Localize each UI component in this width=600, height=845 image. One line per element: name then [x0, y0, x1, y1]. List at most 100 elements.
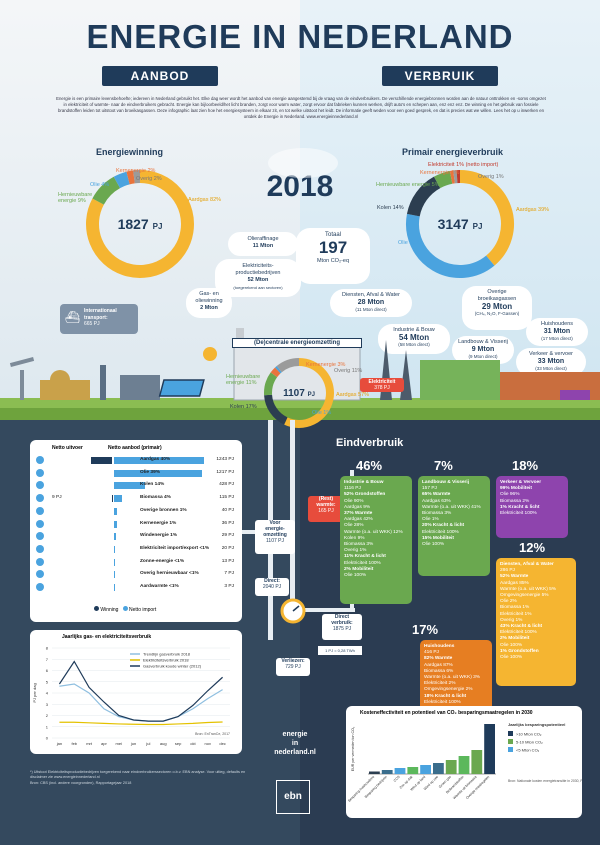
tile-line: Olie 100%	[500, 642, 523, 648]
legend-label: >10 Mton CO₂	[516, 732, 542, 737]
ver-label-kolen: Kolen 14%	[377, 205, 404, 211]
table-row: Overige bronnen 1% 40 PJ	[30, 506, 242, 517]
eind-tile-diensten: Diensten, Afval & Water 286 PJ 52% Warmte A…	[496, 558, 576, 686]
bar	[369, 771, 380, 774]
eind-tile-landbouw: Landbouw & Visserij 157 PJ 65% Warmte Aardg…	[418, 476, 490, 576]
tile-total: 1116 PJ	[344, 486, 361, 492]
central-donut	[264, 358, 334, 428]
bar-chart-title: Kosteneffectiviteit en potentieel van CO…	[360, 710, 533, 716]
source-label: Biomassa 4%	[140, 495, 171, 501]
tile-line: Overig 1%	[500, 617, 523, 623]
legend-swatch	[508, 739, 513, 744]
line-chart-title: Jaarlijks gas- en elektriciteitsverbruik	[62, 634, 152, 640]
table-rows: 445 PJ Aardgas 40% 1243 PJ Olie 39% 1217 PJ K…	[30, 455, 242, 595]
donut-slice	[276, 358, 300, 373]
tile-line: Omgevingsenergie 5%	[500, 593, 549, 599]
source-label: Elektriciteit import/export <1%	[140, 545, 210, 551]
import-bar	[114, 571, 115, 579]
tile-line: Biomassa 1%	[500, 605, 530, 611]
eind-pct-diensten: 12%	[519, 540, 546, 555]
legend-title: Jaarlijks besparingspotentieel	[508, 722, 565, 727]
tile-line: 2% Mobiliteit	[344, 566, 374, 572]
tile-line: Aardgas 63%	[422, 498, 451, 504]
table-row: Windenergie 1% 29 PJ	[30, 531, 242, 542]
table-legend: Winning Netto import	[94, 606, 156, 613]
x-tick-label: okt	[190, 741, 196, 746]
tile-name: Industrie & Bouw	[344, 480, 384, 485]
site-link[interactable]: energie in nederland.nl	[274, 731, 316, 756]
eind-tile-huishoudens: Huishoudens 416 PJ 82% Warmte Aardgas 87% Bi…	[420, 640, 492, 718]
tile-line: 2% Mobiliteit	[500, 636, 530, 642]
tile-line: 65% Warmte	[422, 492, 451, 498]
elektriciteit-badge: Elektriciteit 378 PJ	[360, 378, 404, 392]
import-value: 36 PJ	[221, 520, 234, 526]
y-axis-label: PJ per dag	[32, 683, 37, 702]
tile-line: 52% Grondstoffen	[344, 492, 386, 498]
eind-title: Eindverbruik	[336, 437, 404, 449]
tile-total: 157 PJ	[422, 486, 437, 492]
eind-pct-industrie: 46%	[356, 458, 383, 473]
central-banner: (De)centrale energieomzetting	[232, 338, 362, 348]
win-label-olie: Olie 4%	[90, 182, 110, 188]
x-tick-label: jun	[130, 741, 136, 746]
verbruik-total: 3147 PJ	[437, 216, 483, 232]
line-chart-panel: Jaarlijks gas- en elektriciteitsverbruik…	[30, 630, 242, 754]
tile-line: Olie 90%	[344, 498, 364, 504]
source-label: Kolen 14%	[140, 482, 165, 488]
flow-direct-verbruik: Direct verbruik: 1875 PJ	[322, 614, 362, 640]
flow-rest-warmte: (Rest) warmte: 165 PJ	[308, 496, 344, 522]
y-tick-label: 6	[46, 668, 49, 673]
tile-line: Omgevingsenergie 2%	[424, 687, 473, 693]
donut-slice	[126, 170, 135, 185]
tile-line: Olie 100%	[344, 573, 367, 579]
source-label: Aardgas 40%	[140, 457, 171, 462]
cen-label-gas: Aardgas 57%	[336, 392, 370, 398]
winning-title: Energiewinning	[96, 147, 164, 157]
ebn-logo: ebn	[276, 780, 310, 814]
legend-label: 5-10 Mton CO₂	[516, 740, 543, 745]
tile-line: Warmte (o.a. uit WKK) 5%	[500, 586, 557, 592]
tile-name: Huishoudens	[424, 644, 455, 649]
source-label: Zonne-energie <1%	[140, 558, 185, 564]
x-tick-label: jan	[56, 741, 62, 746]
chart-source: Bron: Nationale kosten energietransitie …	[508, 779, 582, 783]
ver-label-olie: Olie 39%	[398, 240, 421, 246]
tile-line: Olie 28%	[344, 523, 364, 529]
y-tick-label: 8	[46, 646, 49, 651]
tile-line: Elektriciteit 100%	[422, 529, 459, 535]
legend-label: Gasverbruik koude winter (2012)	[143, 664, 202, 669]
table-head-left: Netto uitvoer	[52, 445, 83, 451]
x-tick-label: apr	[101, 741, 107, 746]
export-value: 445 PJ	[52, 457, 67, 462]
x-tick-label: dec	[219, 741, 225, 746]
donut-slice	[406, 213, 495, 278]
eind-pct-verkeer: 18%	[512, 458, 539, 473]
ver-label-elek: Elektriciteit 1% (netto import)	[428, 162, 499, 168]
x-tick-label: feb	[71, 741, 77, 746]
donut-slice	[284, 358, 334, 428]
tile-name: Diensten, Afval & Water	[500, 562, 554, 567]
legend-label: Trendlijn gasverbruik 2018	[143, 652, 191, 657]
cloud-industrie: Industrie & Bouw 54 Mton (58 Mton direct)	[378, 324, 450, 354]
cloud-overig: Overige broeikasgassen 29 Mton (CH₄, N₂O, F…	[462, 286, 532, 330]
x-tick-label: mei	[116, 741, 123, 746]
ship-icon: ⛴	[65, 310, 81, 324]
wind-icon	[36, 532, 44, 541]
donut-slice	[86, 170, 194, 278]
ver-label-kern: Kernenergie 1%	[420, 170, 460, 176]
electricity-icon	[36, 544, 44, 553]
tile-line: Biomassa 2%	[500, 498, 530, 504]
flow-pipe-eind	[295, 608, 355, 612]
cloud-elektriciteit: Elektriciteits-productiebedrijven 52 Mton…	[215, 259, 301, 297]
international-transport: ⛴ Internationaal transport: 665 PJ	[60, 304, 138, 334]
import-value: 29 PJ	[221, 533, 234, 539]
cen-label-kern: Kernenergie 3%	[306, 362, 346, 368]
cloud-huishoudens: Huishoudens 31 Mton (17 Mton direct)	[526, 318, 588, 346]
cen-label-hern: Hernieuwbare energie 11%	[226, 374, 261, 386]
tile-line: 52% Warmte	[500, 574, 529, 580]
table-row: Elektriciteit import/export <1% 20 PJ	[30, 544, 242, 555]
table-row: 445 PJ Aardgas 40% 1243 PJ	[30, 455, 242, 466]
y-tick-label: 4	[46, 691, 49, 696]
tile-line: Olie 96%	[500, 492, 520, 498]
